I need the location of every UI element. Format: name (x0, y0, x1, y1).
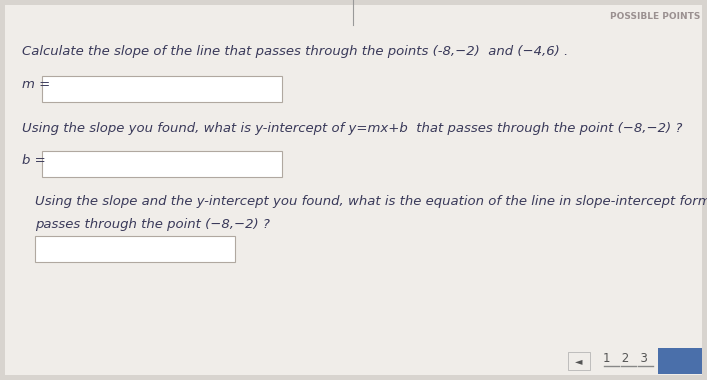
Text: Using the slope you found, what is y-intercept of y=mx+b  that passes through th: Using the slope you found, what is y-int… (22, 122, 682, 135)
Text: Calculate the slope of the line that passes through the points (-8,−2)  and (−4,: Calculate the slope of the line that pas… (22, 45, 568, 58)
Text: 1   2   3: 1 2 3 (602, 352, 648, 364)
FancyBboxPatch shape (42, 76, 282, 102)
Text: passes through the point (−8,−2) ?: passes through the point (−8,−2) ? (35, 218, 270, 231)
Text: Using the slope and the y-intercept you found, what is the equation of the line : Using the slope and the y-intercept you … (35, 195, 707, 208)
Text: b =: b = (22, 154, 46, 166)
Text: m =: m = (22, 79, 50, 92)
FancyBboxPatch shape (42, 151, 282, 177)
Text: POSSIBLE POINTS: POSSIBLE POINTS (609, 12, 700, 21)
FancyBboxPatch shape (568, 352, 590, 370)
Text: ◄: ◄ (575, 356, 583, 366)
FancyBboxPatch shape (658, 348, 702, 374)
FancyBboxPatch shape (35, 236, 235, 262)
FancyBboxPatch shape (5, 5, 702, 375)
